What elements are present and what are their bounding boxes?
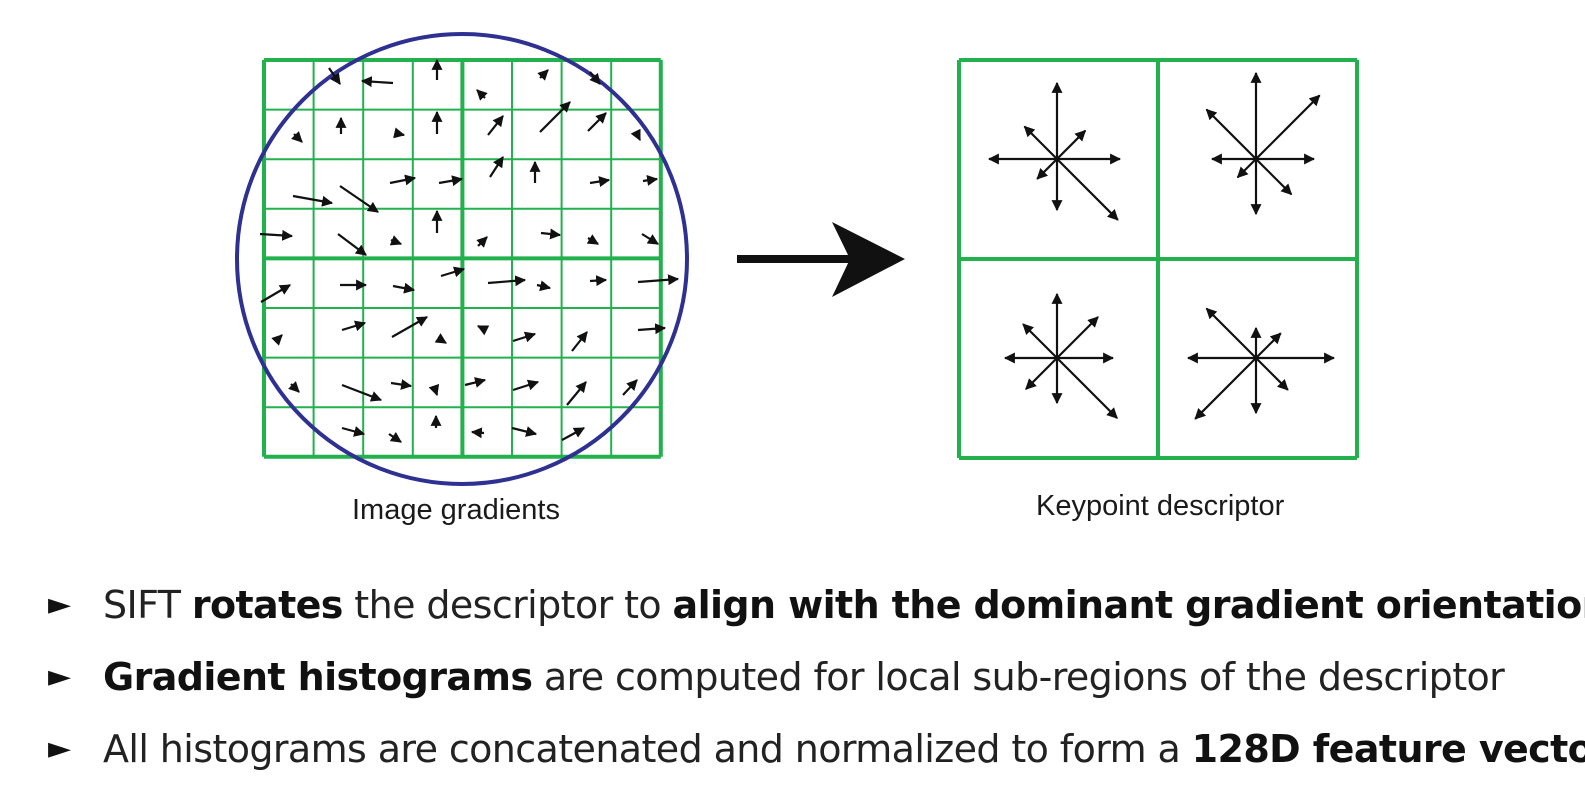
gradient-arrow [642,174,659,186]
gradient-arrow [476,236,488,248]
keypoint-descriptor-grid [957,58,1359,460]
gradient-arrow [260,284,291,303]
histogram-bin-arrow [1236,158,1257,179]
gradient-arrow [537,69,549,81]
histogram-bin-arrow [1023,125,1058,160]
bullet-text: All histograms are concatenated and norm… [103,727,1192,771]
image-gradients-grid [262,58,663,459]
gradient-arrow [341,320,367,332]
gradient-arrow [259,229,294,241]
gradient-arrow [589,275,608,287]
gradient-arrow [388,431,402,443]
histogram-bin-arrow [1056,357,1118,419]
gradient-arrow [586,234,599,245]
orientation-histogram-star [1003,292,1118,419]
gradient-arrow [393,127,406,139]
gradient-arrow [489,156,504,178]
gradient-arrow [360,76,394,88]
left-caption: Image gradients [352,494,560,526]
bullet-emphasis: 128D feature vector [1191,727,1585,771]
gradient-arrow [512,379,540,392]
bullet-text: are computed for local sub-regions of th… [532,655,1505,699]
histogram-bin-arrow [1255,94,1321,160]
gradient-arrow [637,323,667,335]
gradient-arrow [589,176,611,187]
gradient-arrow [428,383,440,397]
gradient-arrow [587,112,607,132]
gradient-arrow [487,115,504,136]
gradient-arrow [561,427,585,441]
bullet-item: ► SIFT rotates the descriptor to align wi… [48,575,1585,647]
right-caption: Keypoint descriptor [1036,490,1285,522]
bullet-item: ► All histograms are concatenated and nor… [48,719,1585,791]
sift-figure [235,32,1359,486]
gradient-arrow [288,381,300,393]
histogram-bin-arrow [1056,158,1119,221]
histogram-bin-arrow [1056,316,1099,359]
gradient-arrows [259,58,680,443]
gradient-arrow [389,174,417,186]
bullet-marker-icon: ► [48,587,71,622]
orientation-histogram-star [987,81,1122,221]
gradient-arrow [341,426,366,437]
transform-arrow-icon [737,222,905,297]
orientation-histograms [987,71,1336,420]
gradient-arrow [328,67,341,85]
gradient-arrow [389,235,403,246]
histogram-bin-arrow [1205,108,1257,160]
bullet-text: SIFT [103,583,192,627]
bullet-marker-icon: ► [48,659,71,694]
gradient-arrow [440,266,466,278]
histogram-bin-arrow [1255,332,1282,359]
histogram-bin-arrow [1194,357,1257,420]
gradient-arrow [291,131,303,143]
gradient-arrow [566,381,587,406]
histogram-bin-arrow [1255,158,1293,196]
gradient-arrow [540,228,562,240]
gradient-arrow [339,185,379,213]
bullet-list: ► SIFT rotates the descriptor to align wi… [48,575,1585,791]
gradient-arrow [630,128,641,141]
gradient-arrow [487,275,527,287]
histogram-bin-arrow [1022,323,1058,359]
histogram-bin-arrow [1056,129,1087,160]
gradient-arrow [470,427,485,439]
gradient-arrow [390,379,413,390]
orientation-histogram-star [1186,307,1336,420]
histogram-bin-arrow [1255,357,1289,391]
gradient-arrow [622,379,638,396]
gradient-arrow [536,280,552,292]
gradient-arrow [641,233,659,245]
gradient-arrow [476,89,488,101]
gradient-arrow [571,331,588,352]
bullet-emphasis: Gradient histograms [103,655,533,699]
gradient-arrow [438,175,464,187]
gaussian-window-circle [235,32,689,486]
gradient-arrow [292,194,334,207]
bullet-item: ► Gradient histograms are computed for lo… [48,647,1568,719]
histogram-bin-arrow [1036,158,1058,180]
bullet-marker-icon: ► [48,731,71,766]
gradient-arrow [477,325,490,336]
orientation-histogram-star [1205,71,1321,216]
gradient-arrow [539,101,571,133]
bullet-emphasis: rotates [191,583,344,627]
gradient-arrow [637,274,680,286]
gradient-arrow [341,383,383,402]
gradient-arrow [434,333,447,344]
gradient-arrow [589,71,601,85]
gradient-arrow [271,334,283,346]
gradient-arrow [392,282,416,294]
gradient-arrow [391,316,428,338]
histogram-bin-arrow [1025,357,1058,390]
gradient-arrow [464,377,487,388]
bullet-text: the descriptor to [342,583,673,627]
gradient-arrow [337,233,367,256]
gradient-arrow [512,331,537,343]
histogram-bin-arrow [1205,307,1257,359]
bullet-emphasis: align with the dominant gradient orienta… [672,583,1585,627]
gradient-arrow [511,426,538,437]
